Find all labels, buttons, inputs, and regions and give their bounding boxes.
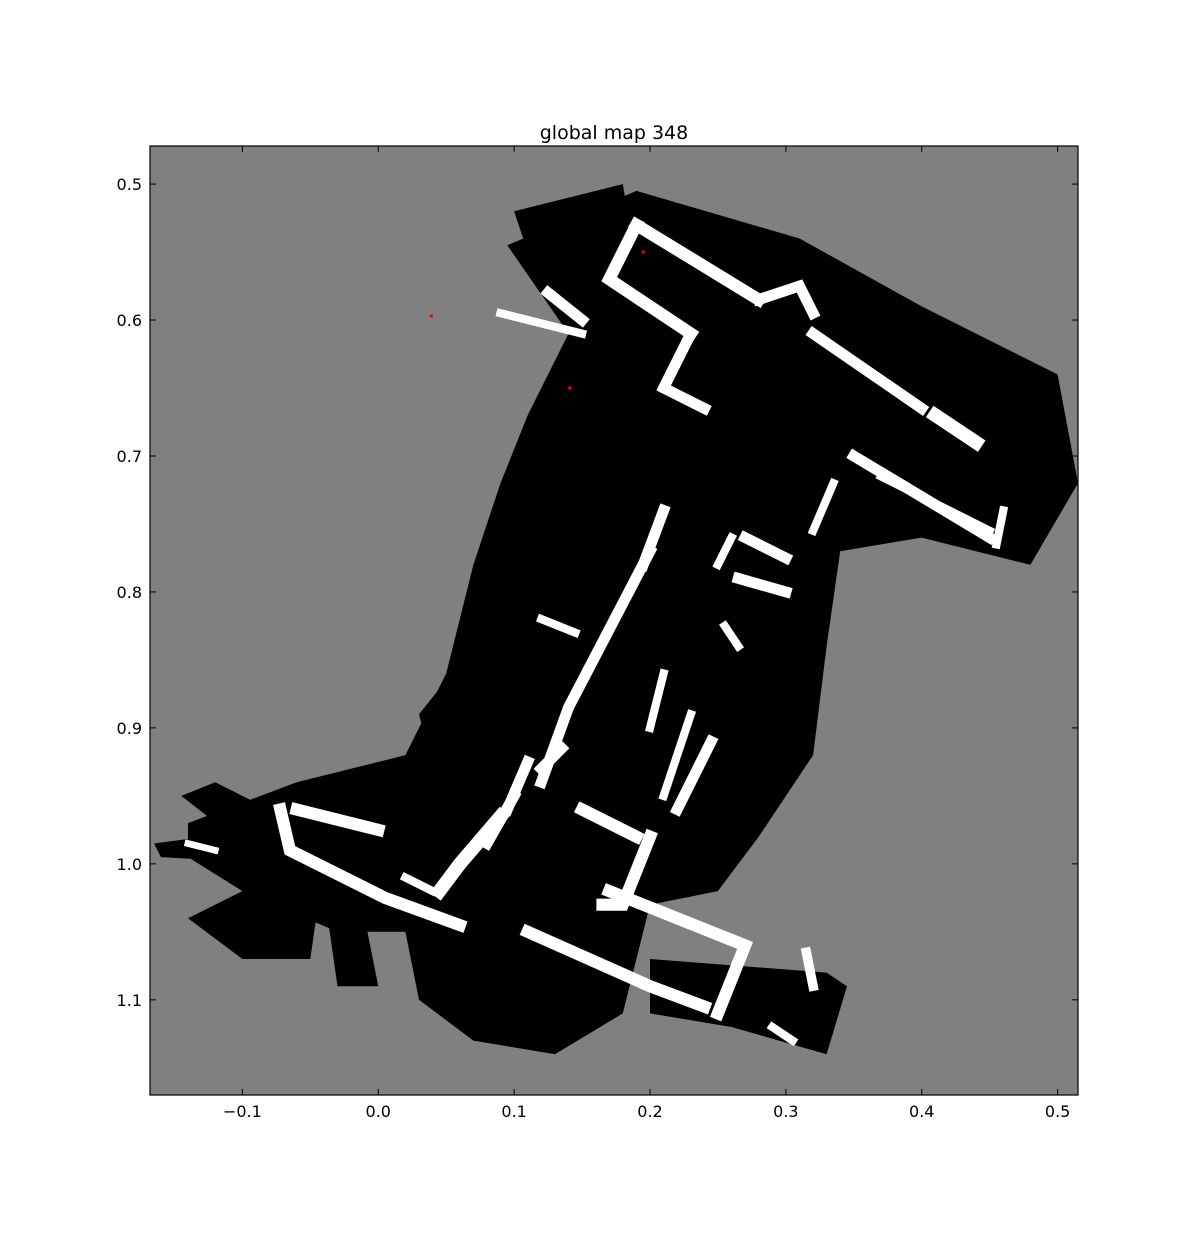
chart-title: global map 348 — [540, 122, 689, 144]
wall-12 — [535, 613, 581, 639]
wall-29 — [875, 470, 996, 537]
x-tick-label-4: 0.3 — [773, 1102, 798, 1121]
wall-17 — [601, 883, 754, 1022]
free-region-4 — [323, 891, 379, 987]
x-tick-label-5: 0.4 — [909, 1102, 934, 1121]
wall-4 — [601, 216, 700, 343]
wall-27 — [495, 308, 588, 339]
wall-30 — [925, 405, 986, 452]
x-axis: −0.1 0.0 0.1 0.2 0.3 0.4 0.5 — [223, 146, 1070, 1121]
wall-2 — [805, 326, 930, 416]
wall-21 — [731, 571, 793, 599]
y-tick-label-4: 0.9 — [117, 719, 142, 738]
wall-15 — [399, 871, 439, 897]
wall-28 — [807, 477, 839, 537]
wall-33 — [766, 1021, 799, 1047]
wall-6 — [429, 806, 511, 901]
wall-10 — [500, 754, 535, 817]
wall-20 — [737, 530, 794, 566]
free-region-0 — [188, 190, 1078, 1055]
x-tick-label-2: 0.1 — [501, 1102, 526, 1121]
y-axis: 0.5 0.6 0.7 0.8 0.9 1.0 1.1 — [117, 175, 1078, 1010]
wall-0 — [628, 216, 768, 308]
wall-24 — [658, 709, 696, 802]
wall-18 — [596, 828, 658, 911]
wall-16 — [519, 923, 713, 1015]
x-tick-label-1: 0.0 — [366, 1102, 391, 1121]
wall-25 — [645, 668, 669, 733]
y-tick-label-5: 1.0 — [117, 855, 142, 874]
marker-1 — [568, 386, 572, 390]
x-tick-label-3: 0.2 — [637, 1102, 662, 1121]
wall-14 — [289, 802, 386, 838]
y-tick-label-6: 1.1 — [117, 991, 142, 1010]
free-region-3 — [188, 863, 324, 959]
x-tick-label-0: −0.1 — [223, 1102, 262, 1121]
x-tick-label-6: 0.5 — [1045, 1102, 1070, 1121]
free-region-5 — [650, 959, 847, 1055]
y-tick-label-3: 0.8 — [117, 583, 142, 602]
wall-11 — [533, 740, 570, 777]
wall-19 — [573, 801, 645, 845]
y-tick-label-1: 0.6 — [117, 311, 142, 330]
wall-32 — [800, 946, 819, 992]
wall-22 — [712, 532, 738, 571]
free-region-8 — [527, 374, 650, 497]
wall-26 — [540, 285, 590, 328]
plot-frame — [149, 145, 1079, 1096]
y-tick-label-0: 0.5 — [117, 175, 142, 194]
occupancy-map — [154, 184, 1078, 1055]
wall-31 — [991, 505, 1009, 550]
marker-2 — [641, 250, 645, 254]
wall-35 — [183, 839, 220, 855]
y-tick-label-2: 0.7 — [117, 447, 142, 466]
wall-13 — [273, 802, 468, 933]
wall-8 — [636, 503, 671, 572]
wall-5 — [656, 326, 712, 416]
wall-34 — [719, 620, 744, 652]
wall-1 — [751, 279, 821, 321]
wall-23 — [669, 734, 719, 817]
marker-0 — [429, 314, 433, 318]
free-region-2 — [181, 782, 297, 844]
